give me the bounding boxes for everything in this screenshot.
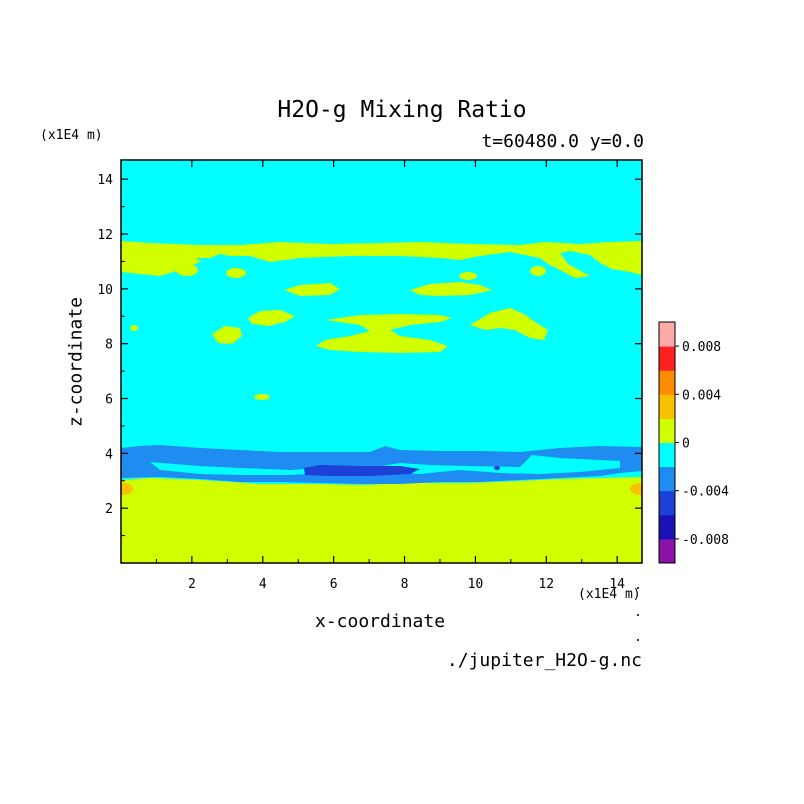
axes: 2 4 6 8 10 12 14 2 4 6 8 10 12 14 <box>97 160 642 592</box>
chart-title: H2O-g Mixing Ratio <box>277 97 527 123</box>
mid-blob-c <box>248 310 295 326</box>
x-axis-label: x-coordinate <box>315 611 446 632</box>
x-tick-label: 8 <box>401 577 409 592</box>
y-tick-label: 10 <box>97 283 113 298</box>
y-tick-label: 6 <box>105 393 113 408</box>
colorbar-tick-label: 0.004 <box>682 388 721 403</box>
colorbar-tick-label: -0.008 <box>682 533 729 548</box>
colorbar-swatch <box>659 538 675 564</box>
x-tick-label: 2 <box>188 577 196 592</box>
upper-blob-3 <box>530 266 546 276</box>
colorbar-swatch <box>659 490 675 516</box>
mid-blob-d <box>212 326 242 344</box>
x-tick-label: 4 <box>259 577 267 592</box>
colorbar-tick-label: 0.008 <box>682 340 721 355</box>
negative-core-region <box>304 465 420 476</box>
x-tick-label: 14 <box>609 577 625 592</box>
small-negative-spot <box>494 466 500 470</box>
colorbar-swatch <box>659 322 675 347</box>
z-axis-units: (x1E4 m) <box>40 128 103 143</box>
mid-blob-f <box>470 308 548 340</box>
colorbar-swatch <box>659 466 675 492</box>
edge-spot-right <box>630 483 642 495</box>
colorbar-tick-label: 0 <box>682 437 690 452</box>
chart-subtitle: t=60480.0 y=0.0 <box>481 131 644 152</box>
x-axis-units: (x1E4 m) <box>578 587 641 602</box>
plot-area <box>121 160 642 563</box>
colorbar-swatch <box>659 346 675 371</box>
plot-frame <box>120 159 643 564</box>
lower-positive-region <box>121 477 642 563</box>
light-band-inner-region <box>150 455 620 475</box>
y-axis-label: z-coordinate <box>65 296 87 428</box>
colorbar-tick-label: -0.004 <box>682 485 729 500</box>
upper-blob-1 <box>226 268 246 278</box>
x-tick-label: 6 <box>330 577 338 592</box>
colorbar-swatch <box>659 418 675 443</box>
x-tick-label: 10 <box>468 577 484 592</box>
source-filename: ./jupiter_H2O-g.nc <box>446 650 642 671</box>
decorative-dots <box>637 587 639 641</box>
mid-blob-e <box>316 314 452 353</box>
mid-blob-g <box>130 325 138 331</box>
x-tick-label: 12 <box>538 577 554 592</box>
colorbar-swatch <box>659 442 675 468</box>
y-tick-label: 14 <box>97 173 113 188</box>
mid-blob-a <box>284 283 340 296</box>
mid-blob-h <box>254 394 270 400</box>
upper-cyan-inlet <box>196 256 252 266</box>
y-tick-label: 12 <box>97 228 113 243</box>
colorbar-swatch <box>659 514 675 540</box>
colorbar: 0.008 0.004 0 -0.004 -0.008 <box>658 321 729 564</box>
y-tick-label: 4 <box>105 447 113 462</box>
colorbar-swatch <box>659 370 675 395</box>
edge-spot-left <box>121 483 133 495</box>
y-tick-label: 8 <box>105 338 113 353</box>
y-tick-label: 2 <box>105 502 113 517</box>
mid-blob-b <box>410 282 492 296</box>
upper-blob-4 <box>459 272 477 280</box>
upper-positive-region <box>121 241 642 278</box>
upper-blob-2 <box>176 264 198 276</box>
colorbar-swatch <box>659 394 675 419</box>
